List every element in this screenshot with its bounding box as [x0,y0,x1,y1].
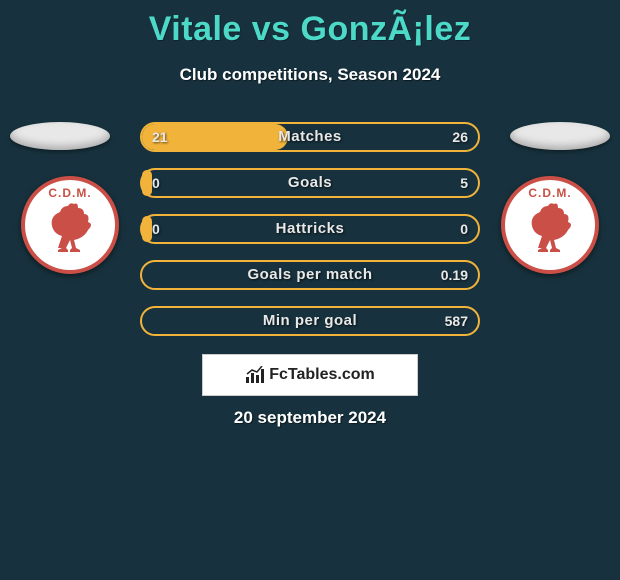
stat-row: 00Hattricks [140,214,480,244]
crest-left-text: C.D.M. [48,186,91,200]
stat-row: 0.19Goals per match [140,260,480,290]
chart-icon [245,366,267,384]
stat-label: Hattricks [140,214,480,244]
player-left-flag [10,122,110,150]
rooster-icon [40,200,100,256]
crest-right-text: C.D.M. [528,186,571,200]
rooster-icon [520,200,580,256]
stat-row: 05Goals [140,168,480,198]
comparison-date: 20 september 2024 [0,408,620,428]
stat-bars: 2126Matches 05Goals 00Hattricks 0.19Goals p… [140,122,480,352]
brand-box[interactable]: FcTables.com [202,354,418,396]
brand-text: FcTables.com [269,366,375,384]
comparison-title: Vitale vs GonzÃ¡lez [0,0,620,49]
stat-row: 2126Matches [140,122,480,152]
stat-label: Goals per match [140,260,480,290]
stat-label: Goals [140,168,480,198]
stat-label: Matches [140,122,480,152]
comparison-subtitle: Club competitions, Season 2024 [0,65,620,85]
player-left-crest: C.D.M. [21,176,119,274]
stat-row: 587Min per goal [140,306,480,336]
player-right-flag [510,122,610,150]
player-right-crest: C.D.M. [501,176,599,274]
stat-label: Min per goal [140,306,480,336]
